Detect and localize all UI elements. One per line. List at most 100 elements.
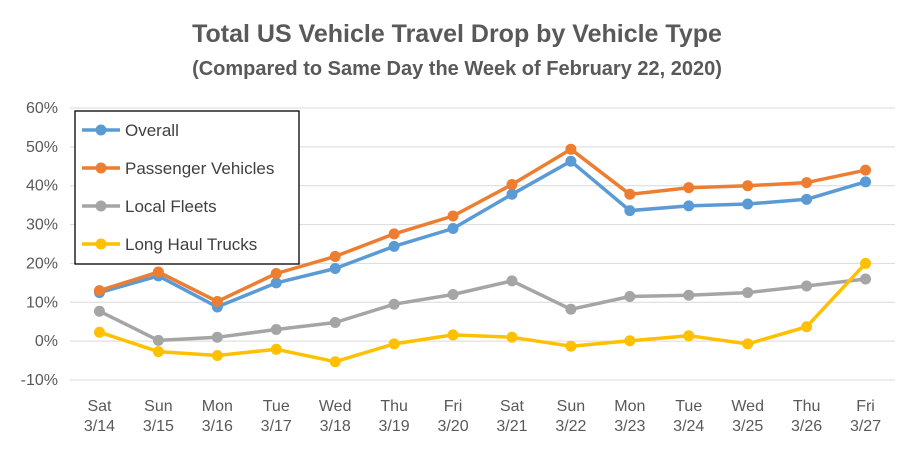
x-tick-label: 3/26 <box>791 418 822 435</box>
legend-swatch-marker <box>95 238 107 250</box>
x-tick-label: 3/15 <box>143 418 174 435</box>
data-point <box>624 290 636 302</box>
legend-entry: Local Fleets <box>125 197 217 216</box>
y-tick-label: 10% <box>26 294 58 311</box>
data-point <box>683 200 695 212</box>
data-point <box>742 198 754 210</box>
x-tick-label: Wed <box>731 398 764 415</box>
x-tick-label: 3/14 <box>84 418 115 435</box>
x-tick-label: 3/24 <box>673 418 704 435</box>
data-point <box>447 289 459 301</box>
x-tick-label: Fri <box>444 398 463 415</box>
data-point <box>447 222 459 234</box>
data-point <box>801 280 813 292</box>
data-point <box>860 164 872 176</box>
legend-box <box>74 110 300 265</box>
data-point <box>152 334 164 346</box>
data-point <box>860 257 872 269</box>
x-tick-label: Thu <box>380 398 408 415</box>
data-point <box>683 289 695 301</box>
data-point <box>624 188 636 200</box>
x-tick-label: 3/23 <box>614 418 645 435</box>
data-point <box>860 176 872 188</box>
chart-title: Total US Vehicle Travel Drop by Vehicle … <box>192 20 722 48</box>
y-tick-label: -10% <box>21 372 58 389</box>
data-point <box>506 188 518 200</box>
legend-swatch-marker <box>95 124 107 136</box>
series-line <box>97 147 868 304</box>
data-point <box>624 205 636 217</box>
y-tick-label: 30% <box>26 217 58 234</box>
x-tick-label: 3/22 <box>555 418 586 435</box>
data-point <box>742 287 754 299</box>
x-tick-label: Tue <box>263 398 290 415</box>
y-tick-label: 0% <box>35 333 58 350</box>
y-tick-label: 50% <box>26 139 58 156</box>
series-line <box>97 261 868 364</box>
data-point <box>388 298 400 310</box>
data-point <box>801 193 813 205</box>
data-point <box>152 266 164 278</box>
data-point <box>270 343 282 355</box>
x-tick-label: Wed <box>319 398 352 415</box>
x-tick-label: 3/27 <box>850 418 881 435</box>
data-point <box>93 326 105 338</box>
x-tick-label: 3/19 <box>379 418 410 435</box>
x-tick-label: Sat <box>87 398 112 415</box>
data-point <box>152 346 164 358</box>
data-point <box>329 316 341 328</box>
data-point <box>801 177 813 189</box>
legend-swatch-marker <box>95 162 107 174</box>
legend-entry: Passenger Vehicles <box>125 159 274 178</box>
x-tick-label: 3/18 <box>320 418 351 435</box>
x-tick-label: 3/25 <box>732 418 763 435</box>
data-point <box>270 268 282 280</box>
data-point <box>506 331 518 343</box>
x-tick-label: Sat <box>500 398 525 415</box>
y-tick-label: 40% <box>26 178 58 195</box>
y-tick-label: 20% <box>26 255 58 272</box>
data-point <box>388 338 400 350</box>
data-point <box>565 303 577 315</box>
x-tick-label: Fri <box>856 398 875 415</box>
data-point <box>447 210 459 222</box>
data-point <box>329 356 341 368</box>
legend-entry: Overall <box>125 121 179 140</box>
x-tick-label: 3/16 <box>202 418 233 435</box>
series-line <box>97 159 868 309</box>
data-point <box>624 335 636 347</box>
data-point <box>388 240 400 252</box>
data-point <box>565 155 577 167</box>
data-point <box>388 228 400 240</box>
data-point <box>93 285 105 297</box>
data-point <box>329 262 341 274</box>
x-tick-label: Tue <box>675 398 702 415</box>
x-tick-label: 3/17 <box>261 418 292 435</box>
series-line <box>97 277 868 343</box>
data-point <box>447 329 459 341</box>
x-tick-label: Mon <box>202 398 233 415</box>
legend-entry: Long Haul Trucks <box>125 235 257 254</box>
data-point <box>860 273 872 285</box>
data-point <box>93 305 105 317</box>
data-point <box>270 323 282 335</box>
x-tick-label: Thu <box>793 398 821 415</box>
x-tick-label: Sun <box>144 398 172 415</box>
data-point <box>565 143 577 155</box>
x-tick-label: Mon <box>614 398 645 415</box>
data-point <box>211 296 223 308</box>
data-point <box>211 350 223 362</box>
data-point <box>329 250 341 262</box>
y-tick-label: 60% <box>26 100 58 117</box>
x-tick-label: Sun <box>557 398 585 415</box>
data-point <box>506 275 518 287</box>
data-point <box>801 321 813 333</box>
data-point <box>506 179 518 191</box>
data-point <box>211 331 223 343</box>
data-point <box>683 182 695 194</box>
chart-subtitle: (Compared to Same Day the Week of Februa… <box>192 58 722 80</box>
x-tick-label: 3/21 <box>496 418 527 435</box>
data-point <box>683 330 695 342</box>
